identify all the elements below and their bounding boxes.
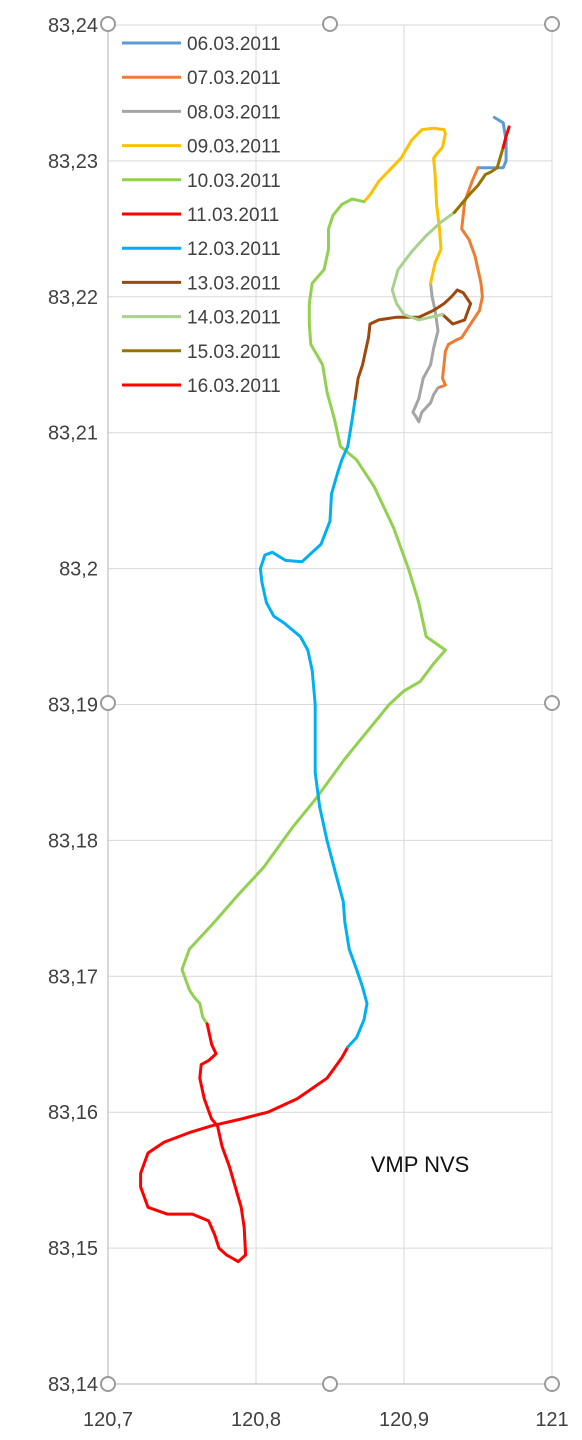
y-tick-label: 83,22: [48, 287, 98, 309]
series-group: [139, 115, 511, 1264]
y-tick-label: 83,16: [48, 1102, 98, 1124]
series-line-07.03.2011: [436, 166, 484, 390]
legend-label: 15.03.2011: [187, 342, 281, 363]
resize-handle[interactable]: [322, 16, 338, 32]
legend-label: 09.03.2011: [187, 137, 281, 158]
legend-label: 14.03.2011: [187, 308, 281, 329]
series-line-11.03.2011: [139, 1022, 350, 1264]
y-tick-label: 83,21: [48, 423, 98, 445]
legend: 06.03.2011 07.03.2011 08.03.2011 09.03.2011…: [122, 34, 281, 397]
y-tick-label: 83,15: [48, 1238, 98, 1260]
x-tick-label: 121: [535, 1409, 568, 1431]
resize-handle[interactable]: [544, 1376, 560, 1392]
series-line-13.03.2011: [353, 288, 473, 401]
y-tick-label: 83,19: [48, 695, 98, 717]
resize-handle[interactable]: [100, 695, 116, 711]
y-tick-labels: 83,24 83,23 83,22 83,21 83,2 83,19 83,18 83,17 8…: [48, 15, 98, 1396]
y-tick-label: 83,23: [48, 151, 98, 173]
legend-label: 13.03.2011: [187, 273, 281, 294]
legend-label: 07.03.2011: [187, 68, 281, 89]
series-line-15.03.2011: [452, 145, 505, 214]
legend-label: 10.03.2011: [187, 171, 281, 192]
y-tick-label: 83,2: [59, 559, 98, 581]
legend-label: 08.03.2011: [187, 102, 281, 123]
resize-handle[interactable]: [322, 1376, 338, 1392]
series-line-09.03.2011: [362, 126, 447, 285]
resize-handle[interactable]: [100, 1376, 116, 1392]
legend-label: 06.03.2011: [187, 34, 281, 55]
series-line-14.03.2011: [390, 211, 456, 322]
series-line-10.03.2011: [180, 197, 447, 1026]
y-tick-label: 83,17: [48, 966, 98, 988]
series-line-06.03.2011: [476, 115, 508, 170]
legend-label: 11.03.2011: [187, 205, 279, 226]
chart-annotation: VMP NVS: [371, 1152, 470, 1177]
x-tick-label: 120,7: [83, 1409, 133, 1431]
x-tick-label: 120,9: [379, 1409, 429, 1431]
y-tick-label: 83,18: [48, 830, 98, 852]
x-tick-labels: 120,7 120,8 120,9 121: [83, 1409, 569, 1431]
legend-label: 12.03.2011: [187, 239, 281, 260]
series-line-16.03.2011: [501, 125, 511, 149]
selection-handles[interactable]: [100, 16, 560, 1392]
series-line-12.03.2011: [258, 397, 369, 1049]
y-tick-label: 83,24: [48, 15, 98, 37]
y-tick-label: 83,14: [48, 1374, 98, 1396]
resize-handle[interactable]: [100, 16, 116, 32]
legend-label: 16.03.2011: [187, 376, 281, 397]
resize-handle[interactable]: [544, 695, 560, 711]
x-tick-label: 120,8: [231, 1409, 281, 1431]
resize-handle[interactable]: [544, 16, 560, 32]
